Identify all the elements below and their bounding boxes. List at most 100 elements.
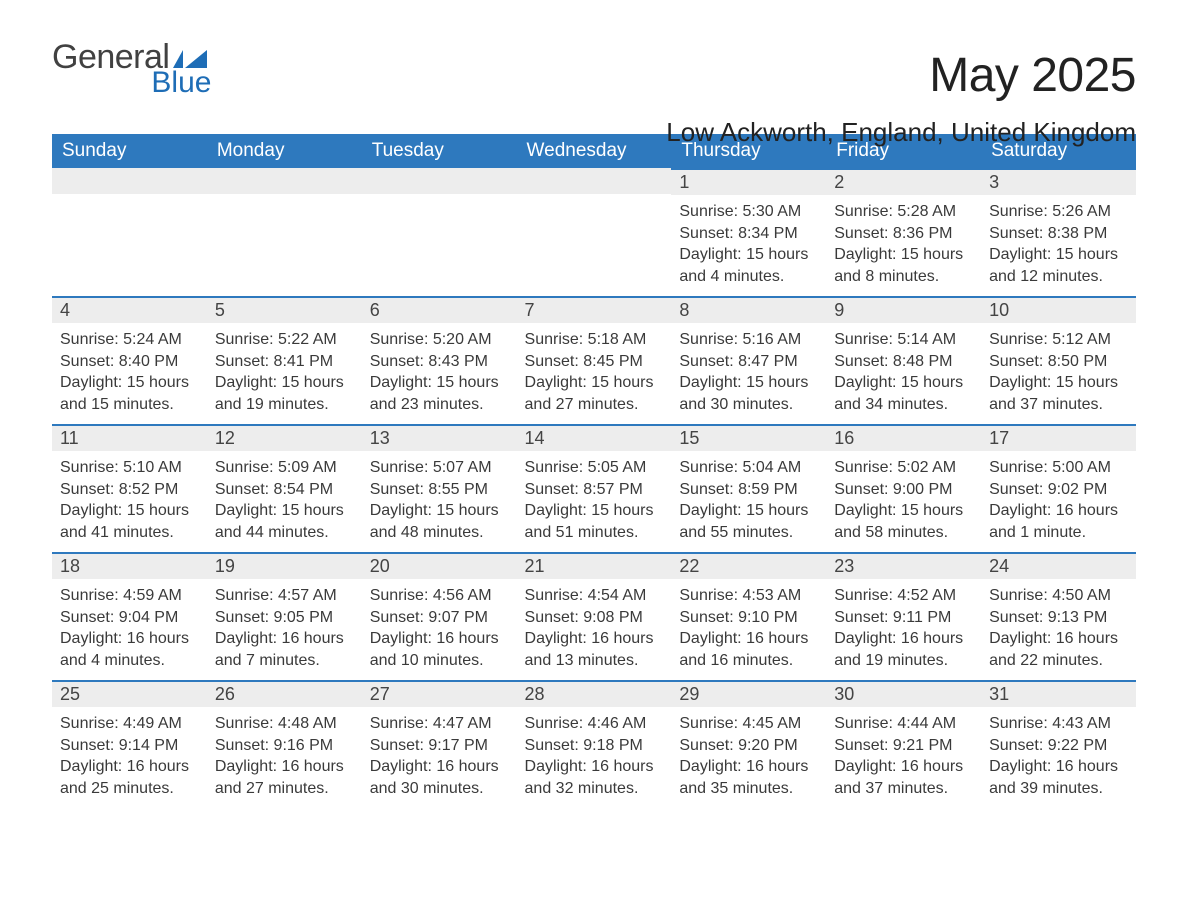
sunrise-text: Sunrise: 5:18 AM [525, 329, 664, 351]
calendar-week-row: 18Sunrise: 4:59 AMSunset: 9:04 PMDayligh… [52, 552, 1136, 680]
location-subtitle: Low Ackworth, England, United Kingdom [666, 117, 1136, 148]
day-number: 7 [517, 296, 672, 323]
daylight-text: Daylight: 15 hours and 30 minutes. [679, 372, 818, 415]
calendar-day-cell: 25Sunrise: 4:49 AMSunset: 9:14 PMDayligh… [52, 680, 207, 808]
sunset-text: Sunset: 9:16 PM [215, 735, 354, 757]
day-number: 27 [362, 680, 517, 707]
day-details: Sunrise: 4:50 AMSunset: 9:13 PMDaylight:… [981, 579, 1136, 675]
day-number: 8 [671, 296, 826, 323]
calendar-day-cell: 16Sunrise: 5:02 AMSunset: 9:00 PMDayligh… [826, 424, 981, 552]
weekday-header: Sunday [52, 134, 207, 168]
sunrise-text: Sunrise: 4:43 AM [989, 713, 1128, 735]
daylight-text: Daylight: 16 hours and 16 minutes. [679, 628, 818, 671]
calendar-day-cell: 29Sunrise: 4:45 AMSunset: 9:20 PMDayligh… [671, 680, 826, 808]
sunrise-text: Sunrise: 5:30 AM [679, 201, 818, 223]
daylight-text: Daylight: 15 hours and 19 minutes. [215, 372, 354, 415]
daylight-text: Daylight: 15 hours and 23 minutes. [370, 372, 509, 415]
sunrise-text: Sunrise: 4:45 AM [679, 713, 818, 735]
sunset-text: Sunset: 9:13 PM [989, 607, 1128, 629]
day-details: Sunrise: 4:48 AMSunset: 9:16 PMDaylight:… [207, 707, 362, 803]
day-details: Sunrise: 5:10 AMSunset: 8:52 PMDaylight:… [52, 451, 207, 547]
day-details: Sunrise: 5:20 AMSunset: 8:43 PMDaylight:… [362, 323, 517, 419]
sunrise-text: Sunrise: 4:46 AM [525, 713, 664, 735]
daylight-text: Daylight: 15 hours and 15 minutes. [60, 372, 199, 415]
day-details: Sunrise: 5:12 AMSunset: 8:50 PMDaylight:… [981, 323, 1136, 419]
sunset-text: Sunset: 8:38 PM [989, 223, 1128, 245]
daylight-text: Daylight: 16 hours and 35 minutes. [679, 756, 818, 799]
calendar-day-cell: 31Sunrise: 4:43 AMSunset: 9:22 PMDayligh… [981, 680, 1136, 808]
sunset-text: Sunset: 8:45 PM [525, 351, 664, 373]
sunrise-text: Sunrise: 4:59 AM [60, 585, 199, 607]
day-details: Sunrise: 4:45 AMSunset: 9:20 PMDaylight:… [671, 707, 826, 803]
day-details: Sunrise: 5:24 AMSunset: 8:40 PMDaylight:… [52, 323, 207, 419]
daylight-text: Daylight: 16 hours and 39 minutes. [989, 756, 1128, 799]
daylight-text: Daylight: 16 hours and 27 minutes. [215, 756, 354, 799]
daylight-text: Daylight: 15 hours and 34 minutes. [834, 372, 973, 415]
daylight-text: Daylight: 15 hours and 27 minutes. [525, 372, 664, 415]
sunrise-text: Sunrise: 5:20 AM [370, 329, 509, 351]
sunset-text: Sunset: 8:40 PM [60, 351, 199, 373]
daylight-text: Daylight: 16 hours and 10 minutes. [370, 628, 509, 671]
sunrise-text: Sunrise: 4:50 AM [989, 585, 1128, 607]
day-number: 9 [826, 296, 981, 323]
day-details: Sunrise: 5:14 AMSunset: 8:48 PMDaylight:… [826, 323, 981, 419]
day-details: Sunrise: 5:02 AMSunset: 9:00 PMDaylight:… [826, 451, 981, 547]
calendar-day-cell: 2Sunrise: 5:28 AMSunset: 8:36 PMDaylight… [826, 168, 981, 296]
day-details: Sunrise: 5:22 AMSunset: 8:41 PMDaylight:… [207, 323, 362, 419]
daylight-text: Daylight: 16 hours and 25 minutes. [60, 756, 199, 799]
calendar-day-cell: 4Sunrise: 5:24 AMSunset: 8:40 PMDaylight… [52, 296, 207, 424]
calendar-day-cell: 15Sunrise: 5:04 AMSunset: 8:59 PMDayligh… [671, 424, 826, 552]
daylight-text: Daylight: 16 hours and 19 minutes. [834, 628, 973, 671]
daylight-text: Daylight: 15 hours and 41 minutes. [60, 500, 199, 543]
daylight-text: Daylight: 16 hours and 7 minutes. [215, 628, 354, 671]
day-number: 1 [671, 168, 826, 195]
day-number: 15 [671, 424, 826, 451]
sunrise-text: Sunrise: 5:26 AM [989, 201, 1128, 223]
sunset-text: Sunset: 8:52 PM [60, 479, 199, 501]
calendar-week-row: 4Sunrise: 5:24 AMSunset: 8:40 PMDaylight… [52, 296, 1136, 424]
day-number: 19 [207, 552, 362, 579]
calendar-day-cell: 9Sunrise: 5:14 AMSunset: 8:48 PMDaylight… [826, 296, 981, 424]
calendar-empty-cell [517, 168, 672, 296]
sunset-text: Sunset: 9:11 PM [834, 607, 973, 629]
sunrise-text: Sunrise: 5:02 AM [834, 457, 973, 479]
day-number: 21 [517, 552, 672, 579]
calendar-week-row: 11Sunrise: 5:10 AMSunset: 8:52 PMDayligh… [52, 424, 1136, 552]
day-number: 10 [981, 296, 1136, 323]
calendar-table: Sunday Monday Tuesday Wednesday Thursday… [52, 134, 1136, 808]
sunrise-text: Sunrise: 4:44 AM [834, 713, 973, 735]
sunset-text: Sunset: 8:59 PM [679, 479, 818, 501]
calendar-day-cell: 7 Sunrise: 5:18 AMSunset: 8:45 PMDaylight… [517, 296, 672, 424]
sunset-text: Sunset: 8:47 PM [679, 351, 818, 373]
sunset-text: Sunset: 9:20 PM [679, 735, 818, 757]
day-number: 16 [826, 424, 981, 451]
day-number: 28 [517, 680, 672, 707]
calendar-day-cell: 22Sunrise: 4:53 AMSunset: 9:10 PMDayligh… [671, 552, 826, 680]
day-details: Sunrise: 4:53 AMSunset: 9:10 PMDaylight:… [671, 579, 826, 675]
calendar-day-cell: 18Sunrise: 4:59 AMSunset: 9:04 PMDayligh… [52, 552, 207, 680]
sunrise-text: Sunrise: 5:00 AM [989, 457, 1128, 479]
sunset-text: Sunset: 9:22 PM [989, 735, 1128, 757]
calendar-day-cell: 3Sunrise: 5:26 AMSunset: 8:38 PMDaylight… [981, 168, 1136, 296]
sunset-text: Sunset: 8:57 PM [525, 479, 664, 501]
calendar-empty-cell [362, 168, 517, 296]
sunset-text: Sunset: 8:54 PM [215, 479, 354, 501]
daylight-text: Daylight: 16 hours and 4 minutes. [60, 628, 199, 671]
sunset-text: Sunset: 9:14 PM [60, 735, 199, 757]
sunrise-text: Sunrise: 5:10 AM [60, 457, 199, 479]
day-details: Sunrise: 4:56 AMSunset: 9:07 PMDaylight:… [362, 579, 517, 675]
day-details: Sunrise: 4:57 AMSunset: 9:05 PMDaylight:… [207, 579, 362, 675]
sunset-text: Sunset: 9:18 PM [525, 735, 664, 757]
daylight-text: Daylight: 15 hours and 44 minutes. [215, 500, 354, 543]
daylight-text: Daylight: 15 hours and 12 minutes. [989, 244, 1128, 287]
sunrise-text: Sunrise: 5:16 AM [679, 329, 818, 351]
sunrise-text: Sunrise: 5:05 AM [525, 457, 664, 479]
day-number: 11 [52, 424, 207, 451]
sunset-text: Sunset: 9:00 PM [834, 479, 973, 501]
sunset-text: Sunset: 8:41 PM [215, 351, 354, 373]
sunset-text: Sunset: 8:34 PM [679, 223, 818, 245]
day-details: Sunrise: 5:05 AMSunset: 8:57 PMDaylight:… [517, 451, 672, 547]
calendar-day-cell: 8 Sunrise: 5:16 AMSunset: 8:47 PMDaylight… [671, 296, 826, 424]
day-number: 6 [362, 296, 517, 323]
sunrise-text: Sunrise: 4:56 AM [370, 585, 509, 607]
